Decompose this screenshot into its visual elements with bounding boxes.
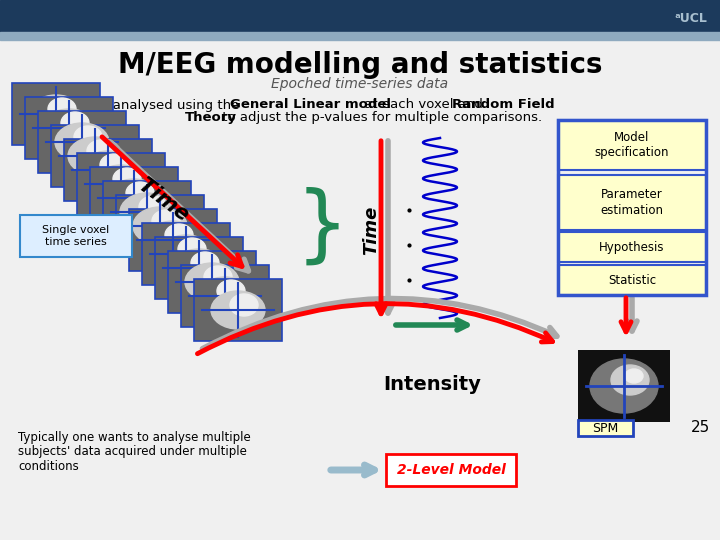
Ellipse shape [198, 277, 252, 315]
Bar [0, 32, 720, 40]
Text: 2-Level Model: 2-Level Model [397, 463, 505, 477]
Text: Time: Time [134, 175, 192, 225]
Text: to adjust the p-values for multiple comparisons.: to adjust the p-values for multiple comp… [218, 111, 542, 125]
FancyBboxPatch shape [558, 175, 706, 230]
Bar [25, 97, 113, 159]
Text: ᵃUCL: ᵃUCL [674, 12, 707, 25]
Bar [181, 265, 269, 327]
Ellipse shape [204, 266, 232, 288]
Bar [64, 139, 152, 201]
Bar [578, 350, 670, 422]
Text: Statistic: Statistic [608, 273, 656, 287]
Text: Theory: Theory [185, 111, 237, 125]
Text: SPM: SPM [592, 422, 618, 435]
Text: at each voxel and: at each voxel and [360, 98, 487, 111]
Text: Epoched time-series data: Epoched time-series data [271, 77, 449, 91]
Ellipse shape [74, 126, 102, 148]
Ellipse shape [152, 210, 180, 232]
Ellipse shape [217, 280, 245, 302]
Text: Random Field: Random Field [452, 98, 554, 111]
Bar [578, 420, 633, 436]
Ellipse shape [165, 224, 193, 246]
Ellipse shape [185, 263, 239, 301]
Ellipse shape [230, 294, 258, 316]
Bar [51, 125, 139, 187]
Text: Typically one wants to analyse multiple
subjects' data acquired under multiple
c: Typically one wants to analyse multiple … [18, 430, 251, 474]
Text: General Linear model: General Linear model [230, 98, 391, 111]
Ellipse shape [120, 193, 174, 231]
Ellipse shape [139, 196, 167, 218]
Ellipse shape [126, 182, 154, 204]
FancyBboxPatch shape [558, 265, 706, 295]
Bar [12, 83, 100, 145]
Bar [194, 279, 282, 341]
Ellipse shape [172, 249, 226, 287]
Text: Single voxel
time series: Single voxel time series [42, 225, 109, 247]
Ellipse shape [48, 98, 76, 120]
Text: M/EEG modelling and statistics: M/EEG modelling and statistics [118, 51, 602, 79]
Bar [155, 237, 243, 299]
Ellipse shape [133, 207, 187, 245]
Ellipse shape [42, 109, 96, 147]
Ellipse shape [159, 235, 213, 273]
Ellipse shape [113, 168, 141, 190]
Ellipse shape [611, 365, 649, 395]
Ellipse shape [81, 151, 135, 189]
Bar [129, 209, 217, 271]
Ellipse shape [68, 137, 122, 175]
Text: Model
specification: Model specification [595, 131, 670, 159]
Ellipse shape [94, 165, 148, 203]
Text: Hypothesis: Hypothesis [599, 240, 665, 253]
Ellipse shape [178, 238, 206, 260]
Text: Time: Time [362, 205, 380, 255]
Text: 25: 25 [690, 421, 710, 435]
Ellipse shape [61, 112, 89, 134]
Ellipse shape [55, 123, 109, 161]
Bar [116, 195, 204, 257]
Ellipse shape [29, 95, 83, 133]
Ellipse shape [590, 359, 658, 413]
Ellipse shape [87, 140, 115, 162]
Ellipse shape [625, 369, 643, 383]
Ellipse shape [100, 154, 128, 176]
Text: Parameter
estimation: Parameter estimation [600, 188, 664, 217]
Bar [38, 111, 126, 173]
Bar [90, 167, 178, 229]
Ellipse shape [211, 291, 265, 329]
Bar [103, 181, 191, 243]
FancyBboxPatch shape [558, 120, 706, 170]
Text: Data is analysed using the: Data is analysed using the [62, 98, 243, 111]
Bar [168, 251, 256, 313]
Text: Intensity: Intensity [383, 375, 481, 395]
Bar [77, 153, 165, 215]
FancyBboxPatch shape [386, 454, 516, 486]
Bar [142, 223, 230, 285]
Bar [0, 0, 720, 32]
Ellipse shape [146, 221, 200, 259]
FancyBboxPatch shape [20, 215, 132, 257]
FancyBboxPatch shape [558, 232, 706, 262]
Ellipse shape [191, 252, 219, 274]
Text: }: } [296, 186, 349, 267]
Ellipse shape [107, 179, 161, 217]
